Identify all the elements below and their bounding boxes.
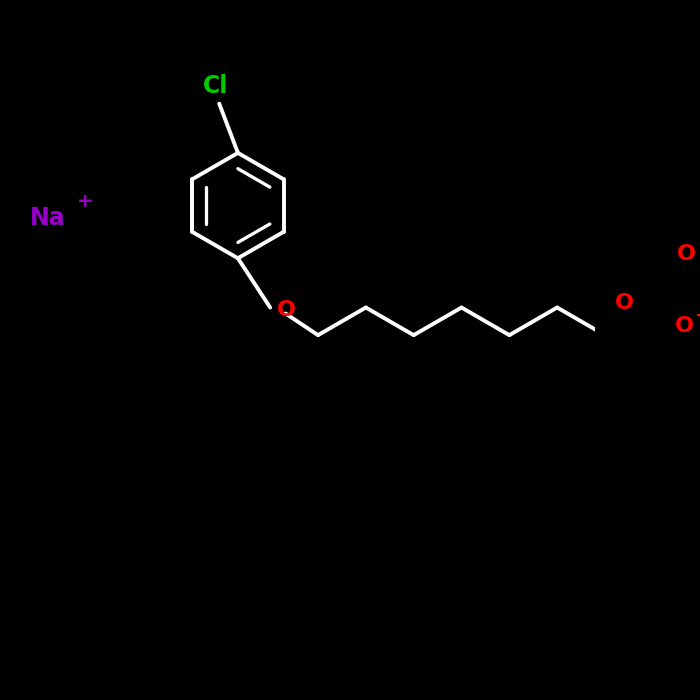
Text: Cl: Cl xyxy=(203,74,228,97)
Text: O: O xyxy=(277,300,296,320)
Text: O: O xyxy=(677,244,696,264)
Text: O: O xyxy=(615,293,634,313)
Text: +: + xyxy=(76,192,93,211)
Text: −: − xyxy=(694,306,700,325)
Text: O: O xyxy=(676,316,694,336)
Text: Na: Na xyxy=(29,206,65,230)
